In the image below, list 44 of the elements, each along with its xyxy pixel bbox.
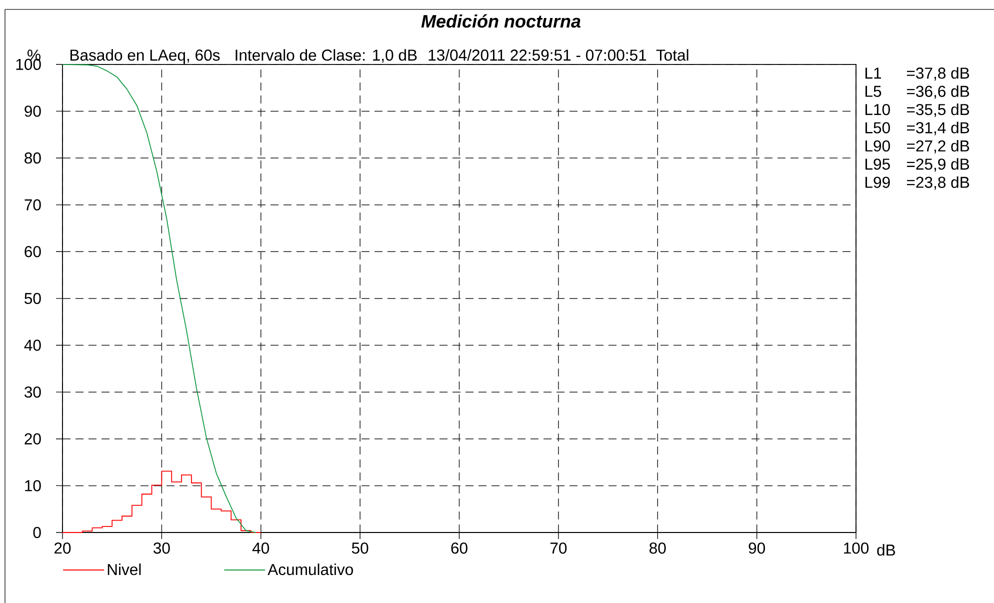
text: L90 <box>866 140 890 152</box>
text: =31,4 dB <box>906 122 970 136</box>
y-tick-label: 20 <box>24 433 41 444</box>
text: Total <box>656 49 688 61</box>
legend-label: Acumulativo <box>268 564 353 576</box>
x-tick-label: 70 <box>550 542 567 554</box>
text: =35,5 dB <box>906 104 970 118</box>
x-tick-label: 100 <box>844 542 869 554</box>
text: =25,9 dB <box>906 158 970 172</box>
y-tick-label: 70 <box>24 199 41 210</box>
x-tick-label: 40 <box>252 542 270 554</box>
text: L1 <box>866 68 882 79</box>
text: L5 <box>866 86 882 97</box>
text: L50 <box>866 122 890 134</box>
line-series <box>62 64 256 533</box>
y-tick-label: 50 <box>24 292 41 304</box>
y-tick-label: 30 <box>24 386 41 398</box>
y-axis-title: % <box>28 50 40 61</box>
y-tick-label: 90 <box>24 106 41 117</box>
y-tick-label: 100 <box>16 58 41 70</box>
text: =36,6 dB <box>906 85 970 99</box>
text: =37,8 dB <box>906 67 970 81</box>
text: 13/04/2011 22:59:51 - 07:00:51 <box>428 49 646 61</box>
x-tick-label: 30 <box>154 542 170 554</box>
y-tick-label: 40 <box>24 340 41 351</box>
x-tick-label: 50 <box>352 542 368 554</box>
x-tick-label: 80 <box>650 542 666 554</box>
text: =23,8 dB <box>906 176 970 190</box>
x-axis-title: dB <box>877 544 896 556</box>
y-tick-label: 80 <box>24 152 41 164</box>
text: L10 <box>866 104 890 116</box>
chart-title: Medición nocturna <box>421 14 580 28</box>
y-tick-label: 10 <box>25 480 41 492</box>
text: L95 <box>866 158 890 170</box>
y-tick-label: 0 <box>33 526 41 538</box>
x-tick-label: 20 <box>54 542 71 554</box>
x-tick-label: 90 <box>748 542 765 554</box>
y-tick-label: 60 <box>24 246 41 258</box>
text: Intervalo de Clase: 1,0 dB <box>236 49 417 63</box>
x-tick-label: 60 <box>451 542 468 554</box>
legend-label: Nivel <box>108 564 141 576</box>
text: =27,2 dB <box>906 140 970 154</box>
text: Basado en LAeq, 60s <box>70 49 220 64</box>
text: L99 <box>866 176 890 188</box>
